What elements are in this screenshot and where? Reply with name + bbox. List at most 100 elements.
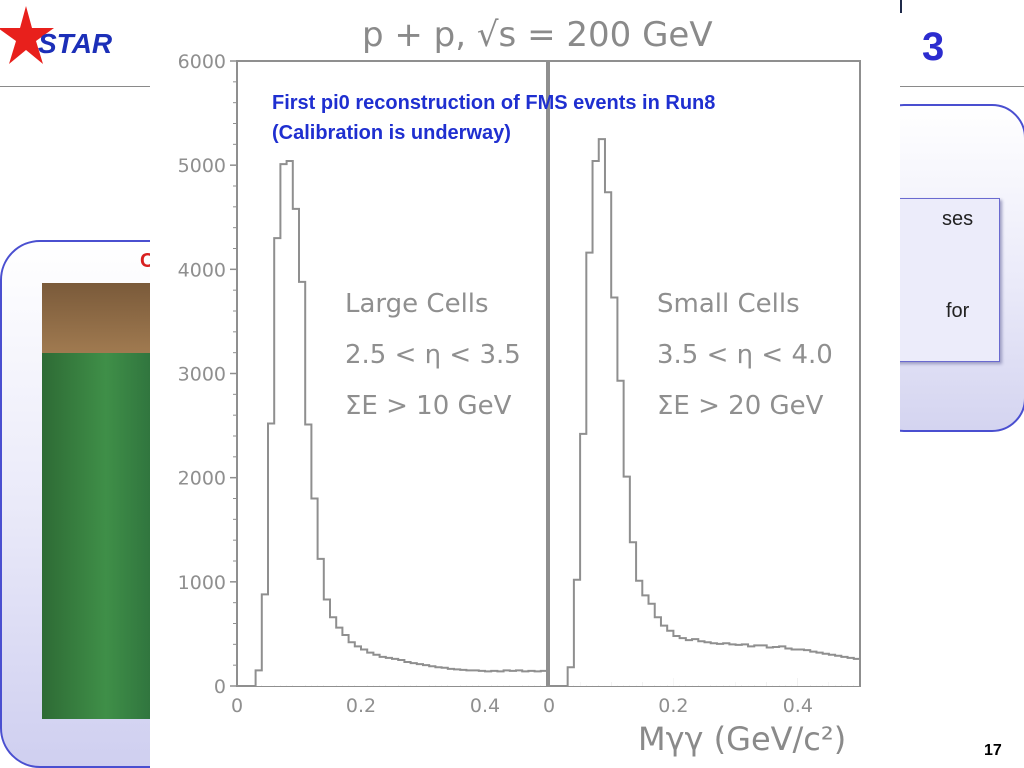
histogram-bin [729, 644, 736, 686]
histogram-bin [354, 646, 361, 686]
histogram-bin [810, 651, 817, 686]
histogram-bin [342, 634, 349, 686]
histogram-bin [491, 670, 498, 686]
histogram-bin [779, 646, 786, 686]
histogram-bin [679, 638, 686, 686]
histogram-bin [741, 644, 749, 686]
histogram-bin [534, 671, 541, 686]
histogram-bin [429, 666, 436, 686]
histogram-bin [373, 654, 380, 686]
logo-text: STAR [38, 28, 113, 59]
page-number: 17 [984, 742, 1002, 759]
electronics-board-photo-top [42, 283, 170, 353]
histogram-bin [503, 670, 510, 686]
histogram-bin [748, 646, 755, 686]
histogram-bin [404, 662, 411, 686]
panel-label: Large Cells [345, 289, 489, 319]
histogram-bin [592, 161, 599, 686]
y-tick-label: 0 [214, 676, 226, 698]
right-text-fragment-1: ses [942, 208, 974, 230]
histogram-bin [292, 208, 299, 686]
histogram-bin [785, 648, 792, 686]
histogram-bin [441, 667, 448, 686]
histogram-bin [466, 670, 473, 686]
histogram-bin [478, 670, 485, 686]
histogram-bin [255, 670, 262, 686]
histogram-bin [816, 652, 823, 686]
histogram-bin [348, 642, 355, 686]
histogram-bin [623, 476, 630, 686]
histogram-bin [522, 671, 529, 686]
histogram-bin [642, 595, 649, 686]
histogram-bin [629, 542, 637, 686]
panel-label: 2.5 < η < 3.5 [345, 340, 521, 370]
histogram-bin [754, 645, 761, 686]
histogram-bin [435, 667, 442, 686]
histogram-bin [654, 617, 661, 686]
histogram-bin [604, 192, 612, 686]
histogram-bin [766, 647, 773, 686]
histogram-bin [797, 649, 805, 686]
histogram-bin [416, 664, 423, 686]
histogram-bin [847, 657, 854, 686]
histogram-bin [447, 668, 454, 686]
histogram-bin [828, 654, 836, 686]
histogram-bin [617, 380, 624, 686]
histogram-bin [685, 640, 693, 686]
histogram-bin [367, 652, 374, 686]
histogram-bin [280, 164, 287, 686]
star-logo-icon [0, 6, 54, 64]
electronics-board-photo [42, 283, 170, 719]
histogram-bin [311, 498, 318, 686]
histogram-bin [497, 671, 504, 686]
x-tick-label: 0.2 [346, 695, 376, 717]
histogram-bin [835, 655, 842, 686]
histogram-bin [330, 617, 337, 686]
panel-label: ΣE > 10 GeV [345, 391, 512, 421]
panel-label: ΣE > 20 GeV [657, 391, 824, 421]
histogram-bin [611, 297, 618, 686]
histogram-bin [841, 656, 848, 686]
panel-label: 3.5 < η < 4.0 [657, 340, 833, 370]
histogram-bin [540, 670, 547, 686]
histogram-bin [704, 642, 711, 686]
histogram-bin [735, 644, 742, 686]
y-tick-label: 4000 [178, 259, 226, 281]
histogram-bin [673, 636, 680, 686]
histogram-bin [716, 643, 724, 686]
y-tick-label: 2000 [178, 468, 226, 490]
histogram-bin [509, 670, 516, 686]
histogram-bin [274, 238, 281, 687]
histogram-bin [460, 669, 467, 686]
histogram-bin [336, 627, 343, 686]
annotation-line-1: First pi0 reconstruction of FMS events i… [272, 92, 716, 114]
histogram-bin [772, 646, 780, 686]
mass-histogram-chart: p + p, √s = 200 GeV Mγγ (GeV/c²) 0 1000 20… [178, 15, 861, 758]
histogram-bin [586, 252, 593, 686]
histogram-bin [410, 663, 417, 686]
right-text-fragment-2: for [946, 300, 970, 322]
histogram-bin [423, 665, 430, 686]
histogram-bin [698, 641, 705, 686]
annotation-line-2: (Calibration is underway) [272, 122, 511, 144]
histogram-outline-1 [237, 160, 548, 687]
histogram-bin [853, 658, 860, 686]
histogram-bin [398, 659, 405, 686]
histogram-bin [485, 671, 492, 686]
histogram-bin [567, 667, 574, 686]
x-tick-label: 0 [543, 695, 555, 717]
histogram-bin [286, 161, 293, 686]
histogram-bin [261, 594, 268, 686]
x-tick-label: 0.4 [783, 695, 813, 717]
histogram-bin [268, 423, 275, 686]
histogram-bin [580, 433, 587, 686]
histogram-bin [361, 649, 368, 686]
y-tick-label: 3000 [178, 364, 226, 386]
histogram-bin [305, 424, 312, 686]
histogram-outline-2 [549, 138, 861, 687]
histogram-bin [573, 579, 581, 686]
histogram-bin [822, 653, 829, 686]
x-axis-label: Mγγ (GeV/c²) [638, 720, 846, 758]
slide-title-fragment: 3 [922, 25, 945, 69]
y-tick-label: 5000 [178, 155, 226, 177]
